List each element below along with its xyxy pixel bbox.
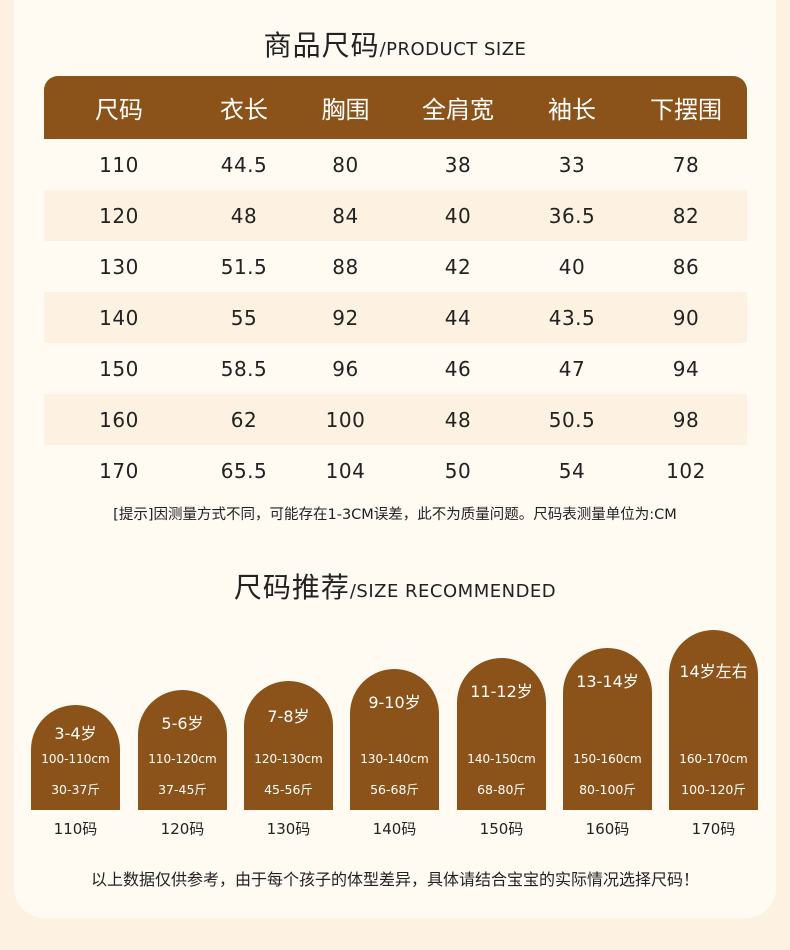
table-cell: 40 — [444, 203, 472, 228]
table-cell: 51.5 — [220, 254, 268, 279]
weight-range: 68-80斤 — [477, 782, 526, 797]
footer-note: 以上数据仅供参考，由于每个孩子的体型差异，具体请结合宝宝的实际情况选择尺码！ — [90, 870, 699, 889]
age-label: 11-12岁 — [470, 682, 533, 701]
table-cell: 86 — [672, 254, 700, 279]
weight-range: 45-56斤 — [264, 782, 313, 797]
table-cell: 94 — [672, 356, 700, 381]
height-range: 130-140cm — [360, 752, 429, 766]
table-cell: 55 — [230, 305, 258, 330]
table-cell: 104 — [325, 458, 366, 483]
weight-range: 37-45斤 — [158, 782, 207, 797]
table-cell: 170 — [99, 458, 139, 483]
measurement-note: [提示]因测量方式不同，可能存在1-3CM误差，此不为质量问题。尺码表测量单位为… — [113, 507, 677, 523]
size-label: 170码 — [691, 820, 736, 838]
table-cell: 54 — [558, 458, 586, 483]
size-recommend-card: 11-12岁 140-150cm 68-80斤 — [457, 658, 546, 810]
table-cell: 33 — [558, 152, 586, 177]
size-label: 140码 — [372, 820, 417, 838]
table-cell: 43.5 — [548, 305, 596, 330]
age-label: 3-4岁 — [54, 724, 97, 743]
weight-range: 56-68斤 — [370, 782, 419, 797]
table-cell: 44 — [444, 305, 472, 330]
table-row: 110 44.5 80 38 33 78 — [44, 139, 747, 190]
table-cell: 58.5 — [220, 356, 268, 381]
recommend-title: 尺码推荐/SIZE RECOMMENDED — [233, 571, 557, 604]
table-cell: 78 — [672, 152, 700, 177]
size-recommend-card: 13-14岁 150-160cm 80-100斤 — [563, 648, 652, 810]
weight-range: 80-100斤 — [579, 782, 636, 797]
table-cell: 48 — [230, 203, 258, 228]
table-cell: 62 — [230, 407, 258, 432]
table-cell: 92 — [332, 305, 359, 330]
age-label: 5-6岁 — [161, 714, 204, 733]
table-row: 140 55 92 44 43.5 90 — [44, 292, 747, 343]
size-recommend-card: 5-6岁 110-120cm 37-45斤 — [138, 690, 227, 810]
table-cell: 40 — [558, 254, 586, 279]
table-row: 170 65.5 104 50 54 102 — [44, 445, 747, 496]
weight-range: 100-120斤 — [681, 782, 746, 797]
size-label: 150码 — [479, 820, 524, 838]
table-cell: 38 — [444, 152, 472, 177]
height-range: 120-130cm — [254, 752, 323, 766]
height-range: 140-150cm — [467, 752, 536, 766]
table-cell: 82 — [672, 203, 700, 228]
table-cell: 50.5 — [548, 407, 596, 432]
size-recommend-card: 9-10岁 130-140cm 56-68斤 — [350, 669, 439, 810]
size-label: 120码 — [160, 820, 205, 838]
table-cell: 50 — [444, 458, 472, 483]
size-chart-title: 商品尺码/PRODUCT SIZE — [263, 29, 527, 62]
size-label: 110码 — [53, 820, 98, 838]
age-label: 13-14岁 — [576, 672, 639, 691]
table-row: 120 48 84 40 36.5 82 — [44, 190, 747, 241]
table-cell: 96 — [332, 356, 359, 381]
age-label: 14岁左右 — [679, 662, 748, 681]
table-cell: 44.5 — [220, 152, 268, 177]
header-cell: 下摆围 — [650, 96, 722, 124]
table-cell: 90 — [672, 305, 700, 330]
table-cell: 46 — [444, 356, 472, 381]
table-cell: 120 — [99, 203, 139, 228]
table-cell: 102 — [666, 458, 706, 483]
table-cell: 150 — [99, 356, 139, 381]
table-cell: 130 — [99, 254, 139, 279]
height-range: 100-110cm — [41, 752, 110, 766]
header-cell: 袖长 — [548, 96, 596, 124]
table-cell: 36.5 — [548, 203, 596, 228]
table-cell: 160 — [99, 407, 139, 432]
size-recommend-card: 7-8岁 120-130cm 45-56斤 — [244, 681, 333, 810]
table-cell: 140 — [99, 305, 139, 330]
size-recommend-card: 14岁左右 160-170cm 100-120斤 — [669, 630, 758, 810]
table-cell: 110 — [99, 152, 139, 177]
table-cell: 48 — [444, 407, 472, 432]
table-cell: 100 — [325, 407, 366, 432]
height-range: 150-160cm — [573, 752, 642, 766]
height-range: 110-120cm — [148, 752, 217, 766]
weight-range: 30-37斤 — [51, 782, 100, 797]
table-header: 尺码 衣长 胸围 全肩宽 袖长 下摆围 — [44, 76, 747, 139]
table-cell: 80 — [332, 152, 359, 177]
table-cell: 88 — [332, 254, 359, 279]
age-label: 9-10岁 — [368, 693, 421, 712]
header-cell: 衣长 — [220, 96, 268, 124]
size-recommend-card: 3-4岁 100-110cm 30-37斤 — [31, 705, 120, 810]
header-cell: 胸围 — [321, 96, 370, 124]
table-cell: 65.5 — [220, 458, 268, 483]
table-row: 160 62 100 48 50.5 98 — [44, 394, 747, 445]
age-label: 7-8岁 — [267, 707, 310, 726]
table-cell: 98 — [672, 407, 700, 432]
size-label: 130码 — [266, 820, 311, 838]
table-row: 130 51.5 88 42 40 86 — [44, 241, 747, 292]
table-cell: 47 — [558, 356, 586, 381]
height-range: 160-170cm — [679, 752, 748, 766]
table-cell: 84 — [332, 203, 359, 228]
header-cell: 尺码 — [95, 96, 143, 124]
table-cell: 42 — [444, 254, 472, 279]
size-label: 160码 — [585, 820, 630, 838]
table-row: 150 58.5 96 46 47 94 — [44, 343, 747, 394]
header-cell: 全肩宽 — [422, 96, 494, 124]
size-table: 尺码 衣长 胸围 全肩宽 袖长 下摆围 110 44.5 80 38 33 78 120 48 84 40 3… — [44, 76, 747, 496]
